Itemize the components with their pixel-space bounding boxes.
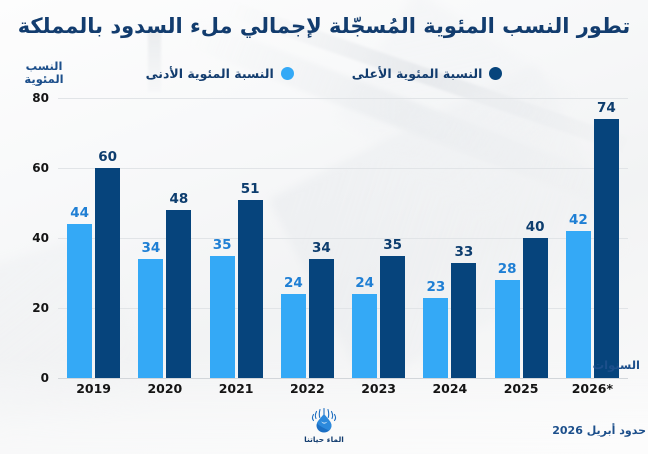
x-axis-tick-labels: 2019 2020 2021 2022 2023 2024 2025 2026* (58, 381, 628, 396)
bar-low-2026[interactable]: 42 (565, 212, 591, 378)
bar-group-2025: 28 40 (486, 98, 557, 378)
y-axis-tick-60: 60 (32, 161, 49, 175)
chart-bars: 44 60 34 48 35 51 24 34 24 35 23 33 28 40 42 74 (58, 98, 628, 378)
bar-high-2019[interactable]: 60 (95, 149, 121, 378)
bar-group-2026: 42 74 (557, 98, 628, 378)
y-axis-tick-80: 80 (32, 91, 49, 105)
x-axis-label-2021: 2021 (218, 381, 254, 396)
bar-group-2020: 34 48 (129, 98, 200, 378)
x-axis-label-2026: 2026* (571, 381, 614, 396)
bar-high-2022[interactable]: 34 (308, 240, 334, 378)
bar-group-2022: 24 34 (272, 98, 343, 378)
bar-group-2023: 24 35 (343, 98, 414, 378)
bar-value-label: 24 (355, 275, 375, 291)
bar-high-2020[interactable]: 48 (166, 191, 192, 378)
bar-value-label: 24 (283, 275, 303, 291)
page-title: تطور النسب المئوية المُسجّلة لإجمالي ملء… (17, 14, 631, 38)
bar-high-2026[interactable]: 74 (593, 100, 619, 378)
bar-low-2021[interactable]: 35 (209, 237, 235, 378)
x-axis-label-2020: 2020 (147, 381, 183, 396)
bar-low-2024[interactable]: 23 (423, 279, 449, 378)
bar-value-label: 34 (311, 240, 331, 256)
chart-plot-area: 0 20 40 60 80 44 60 34 48 35 51 24 34 24 35 23 33 28 40 42… (32, 91, 628, 385)
y-axis-tick-40: 40 (32, 231, 49, 245)
y-axis-tick-0: 0 (40, 371, 49, 385)
bar-value-label: 40 (525, 219, 545, 235)
brand-text: الماء حياتنا (304, 435, 344, 444)
x-axis-label-2022: 2022 (289, 381, 325, 396)
y-axis-caption-line1: النسب (25, 59, 63, 73)
x-axis-caption: السنوات (592, 358, 640, 372)
circle-icon-low (280, 67, 294, 80)
chart-legend: النسبة المئوية الأعلى النسبة المئوية الأ… (0, 66, 648, 81)
bar-high-2023[interactable]: 35 (380, 237, 406, 378)
bar-low-2019[interactable]: 44 (67, 205, 93, 378)
bar-high-2025[interactable]: 40 (522, 219, 548, 378)
water-drop-logo-icon (311, 407, 337, 433)
bar-value-label: 42 (568, 212, 588, 228)
x-axis-label-2023: 2023 (361, 381, 397, 396)
bar-low-2023[interactable]: 24 (352, 275, 378, 378)
bar-value-label: 35 (212, 236, 232, 253)
bar-low-2020[interactable]: 34 (138, 240, 164, 378)
circle-icon-high (489, 67, 503, 80)
bar-value-label: 44 (70, 205, 90, 221)
bar-high-2024[interactable]: 33 (451, 244, 477, 378)
gridline-0 (58, 378, 628, 379)
x-axis-label-2024: 2024 (432, 381, 468, 396)
bar-value-label: 60 (98, 149, 118, 165)
y-axis-tick-20: 20 (32, 301, 49, 315)
bar-low-2022[interactable]: 24 (280, 275, 306, 378)
x-axis-label-2019: 2019 (76, 381, 112, 396)
bar-high-2021[interactable]: 51 (237, 181, 263, 378)
y-axis-caption-line2: المئوية (24, 72, 64, 87)
bar-value-label: 28 (497, 261, 517, 277)
x-axis-label-2025: 2025 (503, 381, 539, 396)
legend-label-high: النسبة المئوية الأعلى (351, 66, 483, 81)
bar-group-2021: 35 51 (201, 98, 272, 378)
bar-value-label: 74 (596, 100, 616, 116)
y-axis-caption: النسب المئوية (18, 59, 70, 87)
bar-value-label: 34 (141, 240, 161, 256)
bar-value-label: 51 (240, 180, 260, 197)
footer-note: حدود أبريل 2026 (552, 424, 646, 437)
bar-low-2025[interactable]: 28 (494, 261, 520, 378)
bar-value-label: 35 (383, 236, 403, 253)
legend-item-low[interactable]: النسبة المئوية الأدنى (146, 66, 294, 81)
bar-group-2024: 23 33 (414, 98, 485, 378)
bar-value-label: 33 (454, 243, 474, 260)
legend-item-high[interactable]: النسبة المئوية الأعلى (352, 66, 503, 81)
bar-group-2019: 44 60 (58, 98, 129, 378)
bar-value-label: 48 (169, 191, 189, 207)
legend-label-low: النسبة المئوية الأدنى (145, 66, 274, 81)
brand-logo: الماء حياتنا (281, 406, 367, 444)
bar-value-label: 23 (426, 278, 446, 295)
